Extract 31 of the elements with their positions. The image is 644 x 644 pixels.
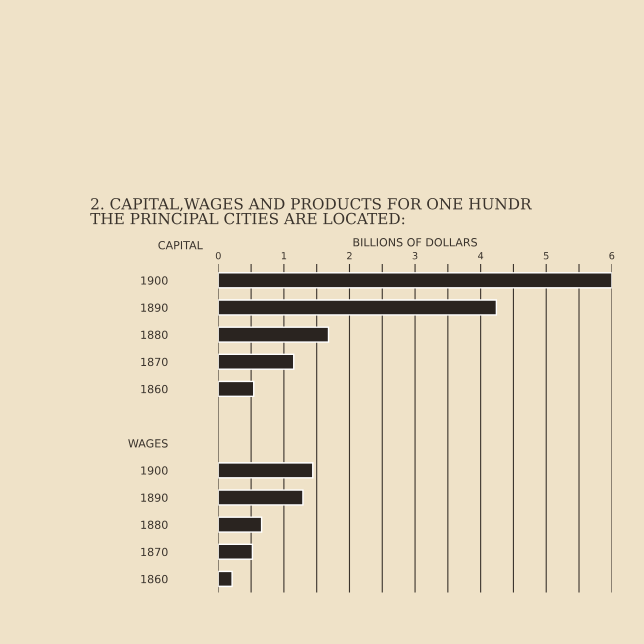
bar <box>218 272 612 288</box>
y-tick-label: 1870 <box>141 548 168 556</box>
x-tick-label: 4 <box>478 252 484 260</box>
y-tick-label: 1890 <box>141 303 168 312</box>
y-tick-label: 1880 <box>141 330 168 339</box>
x-tick-label: 5 <box>544 252 548 260</box>
bar <box>218 570 233 588</box>
y-tick-label: 1880 <box>141 520 168 529</box>
y-tick-label: 1870 <box>141 358 168 366</box>
text: CAPITAL <box>158 240 203 250</box>
y-tick-label: WAGES <box>128 439 168 448</box>
bar <box>218 299 498 316</box>
x-tick-label: 1 <box>282 252 286 260</box>
y-tick-label: 1900 <box>141 466 168 475</box>
bar <box>218 354 294 370</box>
bar <box>218 544 254 560</box>
bar <box>218 326 330 343</box>
x-axis-title: BILLIONS OF DOLLARS <box>354 238 478 246</box>
x-tick-label: 3 <box>412 252 418 260</box>
y-tick-label: 1890 <box>141 493 168 502</box>
y-tick-label: 1900 <box>141 276 168 285</box>
y-tick-label: 1860 <box>141 384 168 394</box>
chart-title: 2. CAPITAL,WAGES AND PRODUCTS FOR ONE HUNDR THE PRINCIPAL CITIES ARE LOCATED: <box>90 198 532 224</box>
bar <box>218 380 254 398</box>
x-tick-label: 0 <box>216 252 221 260</box>
bar <box>218 462 314 478</box>
y-tick-label: 1860 <box>141 574 168 584</box>
bar <box>218 516 262 533</box>
x-tick-label: 2 <box>347 252 352 260</box>
x-tick-label: 6 <box>609 252 614 260</box>
bar <box>218 489 304 506</box>
